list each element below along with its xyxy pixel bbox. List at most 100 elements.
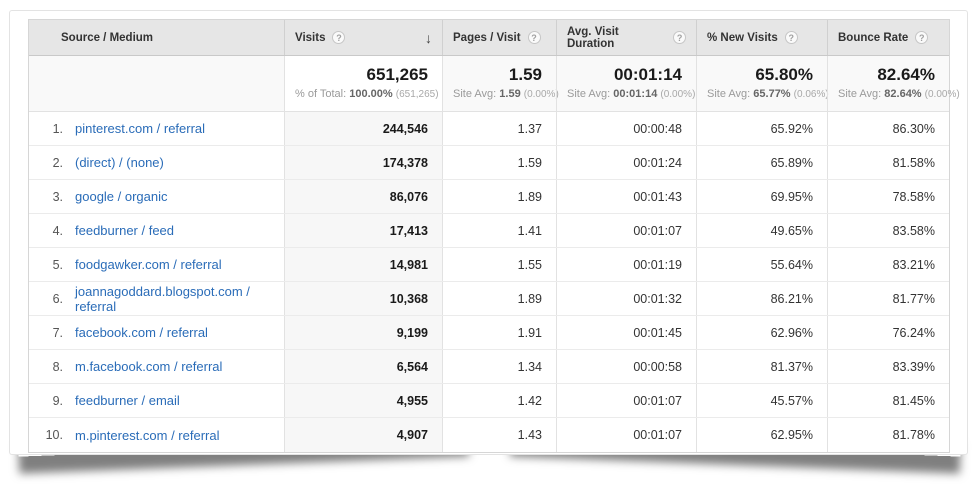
row-rank: 5. [52,257,63,272]
cell-value: 244,546 [382,121,428,136]
source-medium-link[interactable]: google / organic [75,189,168,204]
bounce-rate-cell: 81.77% [827,282,949,315]
cell-value: 1.41 [517,223,542,238]
cell-value: 00:01:32 [633,291,682,306]
row-rank: 2. [52,155,63,170]
pages-per-visit-cell: 1.55 [442,248,556,281]
help-icon[interactable]: ? [784,31,798,44]
column-header-pct-new-visits[interactable]: % New Visits ? [696,20,827,55]
column-header-label: Visits [295,31,326,44]
source-medium-cell: 2. (direct) / (none) [29,146,284,179]
summary-empty-cell [29,56,284,111]
column-header-label: Avg. Visit Duration [567,25,619,50]
source-medium-cell: 1. pinterest.com / referral [29,112,284,145]
row-rank: 9. [52,393,63,408]
cell-value: 4,955 [396,393,428,408]
cell-value: 00:01:07 [633,223,682,238]
source-medium-link[interactable]: m.facebook.com / referral [75,359,223,374]
source-medium-link[interactable]: foodgawker.com / referral [75,257,222,272]
summary-value: 82.64% [877,65,935,84]
visits-cell: 86,076 [284,180,442,213]
visits-cell: 17,413 [284,214,442,247]
cell-value: 9,199 [396,325,428,340]
cell-value: 1.89 [517,291,542,306]
cell-value: 65.92% [770,121,813,136]
column-header-label: Source / Medium [61,31,154,44]
pct-new-visits-cell: 65.89% [696,146,827,179]
pct-new-visits-cell: 55.64% [696,248,827,281]
column-header-label: Bounce Rate [838,31,909,44]
column-header-label: Pages / Visit [453,31,521,44]
source-medium-cell: 8. m.facebook.com / referral [29,350,284,383]
help-icon[interactable]: ? [673,31,686,44]
pages-per-visit-cell: 1.89 [442,282,556,315]
help-icon[interactable]: ? [527,31,541,44]
cell-value: 1.43 [517,428,542,442]
cell-value: 00:01:45 [633,325,682,340]
visits-cell: 9,199 [284,316,442,349]
summary-value: 651,265 [366,65,428,84]
pages-per-visit-cell: 1.59 [442,146,556,179]
source-medium-link[interactable]: pinterest.com / referral [75,121,206,136]
table-row: 10. m.pinterest.com / referral 4,907 1.43 00… [29,418,949,452]
row-rank: 1. [52,121,63,136]
cell-value: 86.21% [770,291,813,306]
bounce-rate-cell: 83.21% [827,248,949,281]
table-row: 5. foodgawker.com / referral 14,981 1.55 00:… [29,248,949,282]
source-medium-cell: 3. google / organic [29,180,284,213]
cell-value: 1.37 [517,121,542,136]
cell-value: 81.45% [892,393,935,408]
pct-new-visits-cell: 69.95% [696,180,827,213]
summary-value: 00:01:14 [613,65,682,84]
source-medium-link[interactable]: (direct) / (none) [75,155,164,170]
table-row: 9. feedburner / email 4,955 1.42 00:01:07 45.… [29,384,949,418]
summary-row: 651,265 % of Total: 100.00% (651,265) 1.… [29,56,960,112]
source-medium-link[interactable]: m.pinterest.com / referral [75,427,220,443]
cell-value: 76.24% [892,325,935,340]
pages-per-visit-cell: 1.41 [442,214,556,247]
source-medium-link[interactable]: feedburner / email [75,393,180,408]
source-medium-table: Source / Medium Visits ? ↓ Pages / Visit… [28,19,960,453]
source-medium-link[interactable]: joannagoddard.blogspot.com / referral [75,283,250,314]
pct-new-visits-cell: 65.92% [696,112,827,145]
avg-visit-duration-cell: 00:01:45 [556,316,696,349]
cell-value: 6,564 [396,359,428,374]
source-medium-link[interactable]: feedburner / feed [75,223,175,238]
cell-value: 174,378 [382,155,428,170]
cell-value: 1.59 [517,155,542,170]
column-header-bounce-rate[interactable]: Bounce Rate ? [827,20,949,55]
table-row: 2. (direct) / (none) 174,378 1.59 00:01:24 65… [29,146,949,180]
cell-value: 83.21% [892,257,935,272]
bounce-rate-cell: 78.58% [827,180,949,213]
source-medium-link[interactable]: facebook.com / referral [75,325,208,340]
help-icon[interactable]: ? [915,31,929,44]
cell-value: 83.58% [892,223,935,238]
source-medium-cell: 7. facebook.com / referral [29,316,284,349]
help-icon[interactable]: ? [332,31,346,44]
pct-new-visits-cell: 81.37% [696,350,827,383]
table-row: 7. facebook.com / referral 9,199 1.91 00:01:… [29,316,949,350]
row-rank: 7. [52,325,63,340]
table-row: 4. feedburner / feed 17,413 1.41 00:01:07 49.… [29,214,949,248]
visits-cell: 244,546 [284,112,442,145]
column-header-visits[interactable]: Visits ? ↓ [284,20,442,55]
column-header-avg-visit-duration[interactable]: Avg. Visit Duration ? [556,20,696,55]
visits-cell: 4,907 [284,418,442,452]
cell-value: 81.77% [892,291,935,306]
column-header-source-medium[interactable]: Source / Medium [29,20,284,55]
row-rank: 3. [52,189,63,204]
cell-value: 62.95% [770,428,813,442]
column-header-pages-visit[interactable]: Pages / Visit ? [442,20,556,55]
cell-value: 49.65% [770,223,813,238]
bounce-rate-cell: 83.58% [827,214,949,247]
source-medium-cell: 10. m.pinterest.com / referral [29,418,284,452]
pages-per-visit-cell: 1.42 [442,384,556,417]
table-row: 6. joannagoddard.blogspot.com / referral 1… [29,282,949,316]
cell-value: 00:01:07 [633,393,682,408]
summary-bounce-rate: 82.64% Site Avg: 82.64% (0.00%) [827,56,960,111]
sort-descending-icon[interactable]: ↓ [425,29,432,46]
summary-visits: 651,265 % of Total: 100.00% (651,265) [284,56,442,111]
visits-cell: 4,955 [284,384,442,417]
cell-value: 69.95% [770,189,813,204]
